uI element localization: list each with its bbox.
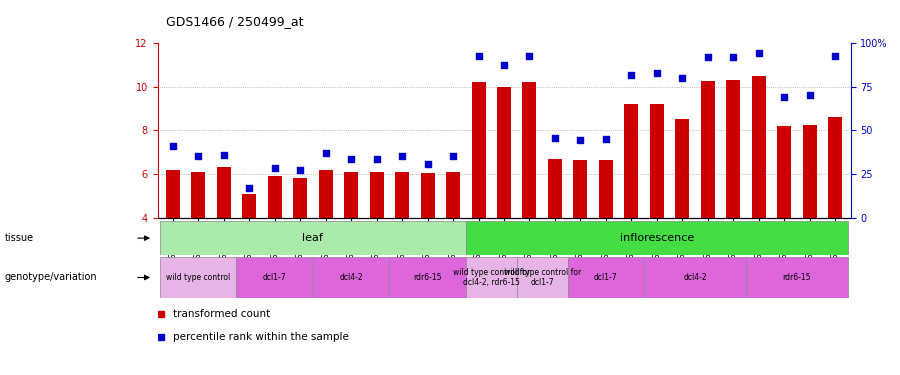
Text: dcl1-7: dcl1-7 [594, 273, 617, 282]
Bar [293, 178, 307, 218]
Point [625, 72, 639, 78]
FancyBboxPatch shape [517, 257, 568, 298]
FancyBboxPatch shape [466, 257, 517, 298]
Bar [370, 172, 383, 217]
Bar [778, 126, 791, 218]
FancyBboxPatch shape [313, 257, 390, 298]
Point [191, 153, 205, 159]
Text: wild type control for
dcl4-2, rdr6-15: wild type control for dcl4-2, rdr6-15 [453, 268, 530, 287]
Point [446, 153, 460, 159]
Bar [625, 104, 638, 218]
Bar [344, 172, 358, 217]
Bar [828, 117, 842, 218]
Point [573, 137, 588, 143]
Point [522, 53, 536, 59]
Point [369, 156, 383, 162]
Text: GDS1466 / 250499_at: GDS1466 / 250499_at [166, 15, 304, 28]
Bar [319, 170, 333, 217]
Bar [548, 159, 562, 218]
Bar [573, 160, 588, 218]
FancyBboxPatch shape [466, 221, 848, 255]
Bar [598, 160, 613, 218]
FancyBboxPatch shape [160, 257, 237, 298]
Text: leaf: leaf [302, 233, 323, 243]
Point [700, 54, 715, 60]
Point [395, 153, 410, 159]
Bar [650, 104, 664, 218]
Point [420, 161, 435, 167]
Point [166, 142, 180, 148]
Bar [446, 172, 460, 217]
FancyBboxPatch shape [237, 257, 313, 298]
Text: inflorescence: inflorescence [620, 233, 694, 243]
Bar [420, 173, 435, 217]
Text: rdr6-15: rdr6-15 [413, 273, 442, 282]
Point [675, 75, 689, 81]
Point [777, 93, 791, 99]
Bar [701, 81, 715, 218]
Point [803, 93, 817, 99]
Text: wild type control for
dcl1-7: wild type control for dcl1-7 [504, 268, 580, 287]
Text: dcl4-2: dcl4-2 [683, 273, 706, 282]
Text: dcl1-7: dcl1-7 [263, 273, 286, 282]
Bar [523, 82, 536, 218]
Text: tissue: tissue [4, 233, 33, 243]
Bar [267, 176, 282, 218]
Point [828, 53, 842, 59]
Point [217, 152, 231, 158]
Point [472, 53, 486, 59]
Bar [395, 172, 410, 217]
Text: wild type control: wild type control [166, 273, 230, 282]
Point [267, 165, 282, 171]
Point [497, 62, 511, 68]
Point [293, 166, 308, 172]
Point [598, 136, 613, 142]
FancyBboxPatch shape [644, 257, 746, 298]
Point [319, 150, 333, 156]
Bar [675, 119, 689, 218]
Text: genotype/variation: genotype/variation [4, 273, 97, 282]
Point [242, 185, 256, 191]
Bar [242, 194, 256, 217]
FancyBboxPatch shape [160, 221, 466, 255]
Text: dcl4-2: dcl4-2 [339, 273, 363, 282]
Point [752, 50, 766, 56]
FancyBboxPatch shape [568, 257, 644, 298]
Point [548, 135, 562, 141]
Bar [803, 125, 816, 217]
FancyBboxPatch shape [390, 257, 466, 298]
Text: rdr6-15: rdr6-15 [783, 273, 811, 282]
Bar [472, 82, 485, 218]
Text: transformed count: transformed count [173, 309, 270, 319]
Text: percentile rank within the sample: percentile rank within the sample [173, 333, 348, 342]
Point [726, 54, 741, 60]
FancyBboxPatch shape [746, 257, 848, 298]
Point [650, 69, 664, 75]
Bar [726, 80, 741, 218]
Bar [166, 170, 180, 217]
Bar [192, 172, 205, 217]
Bar [497, 87, 511, 218]
Bar [217, 167, 230, 217]
Point [344, 156, 358, 162]
Bar [752, 76, 766, 217]
